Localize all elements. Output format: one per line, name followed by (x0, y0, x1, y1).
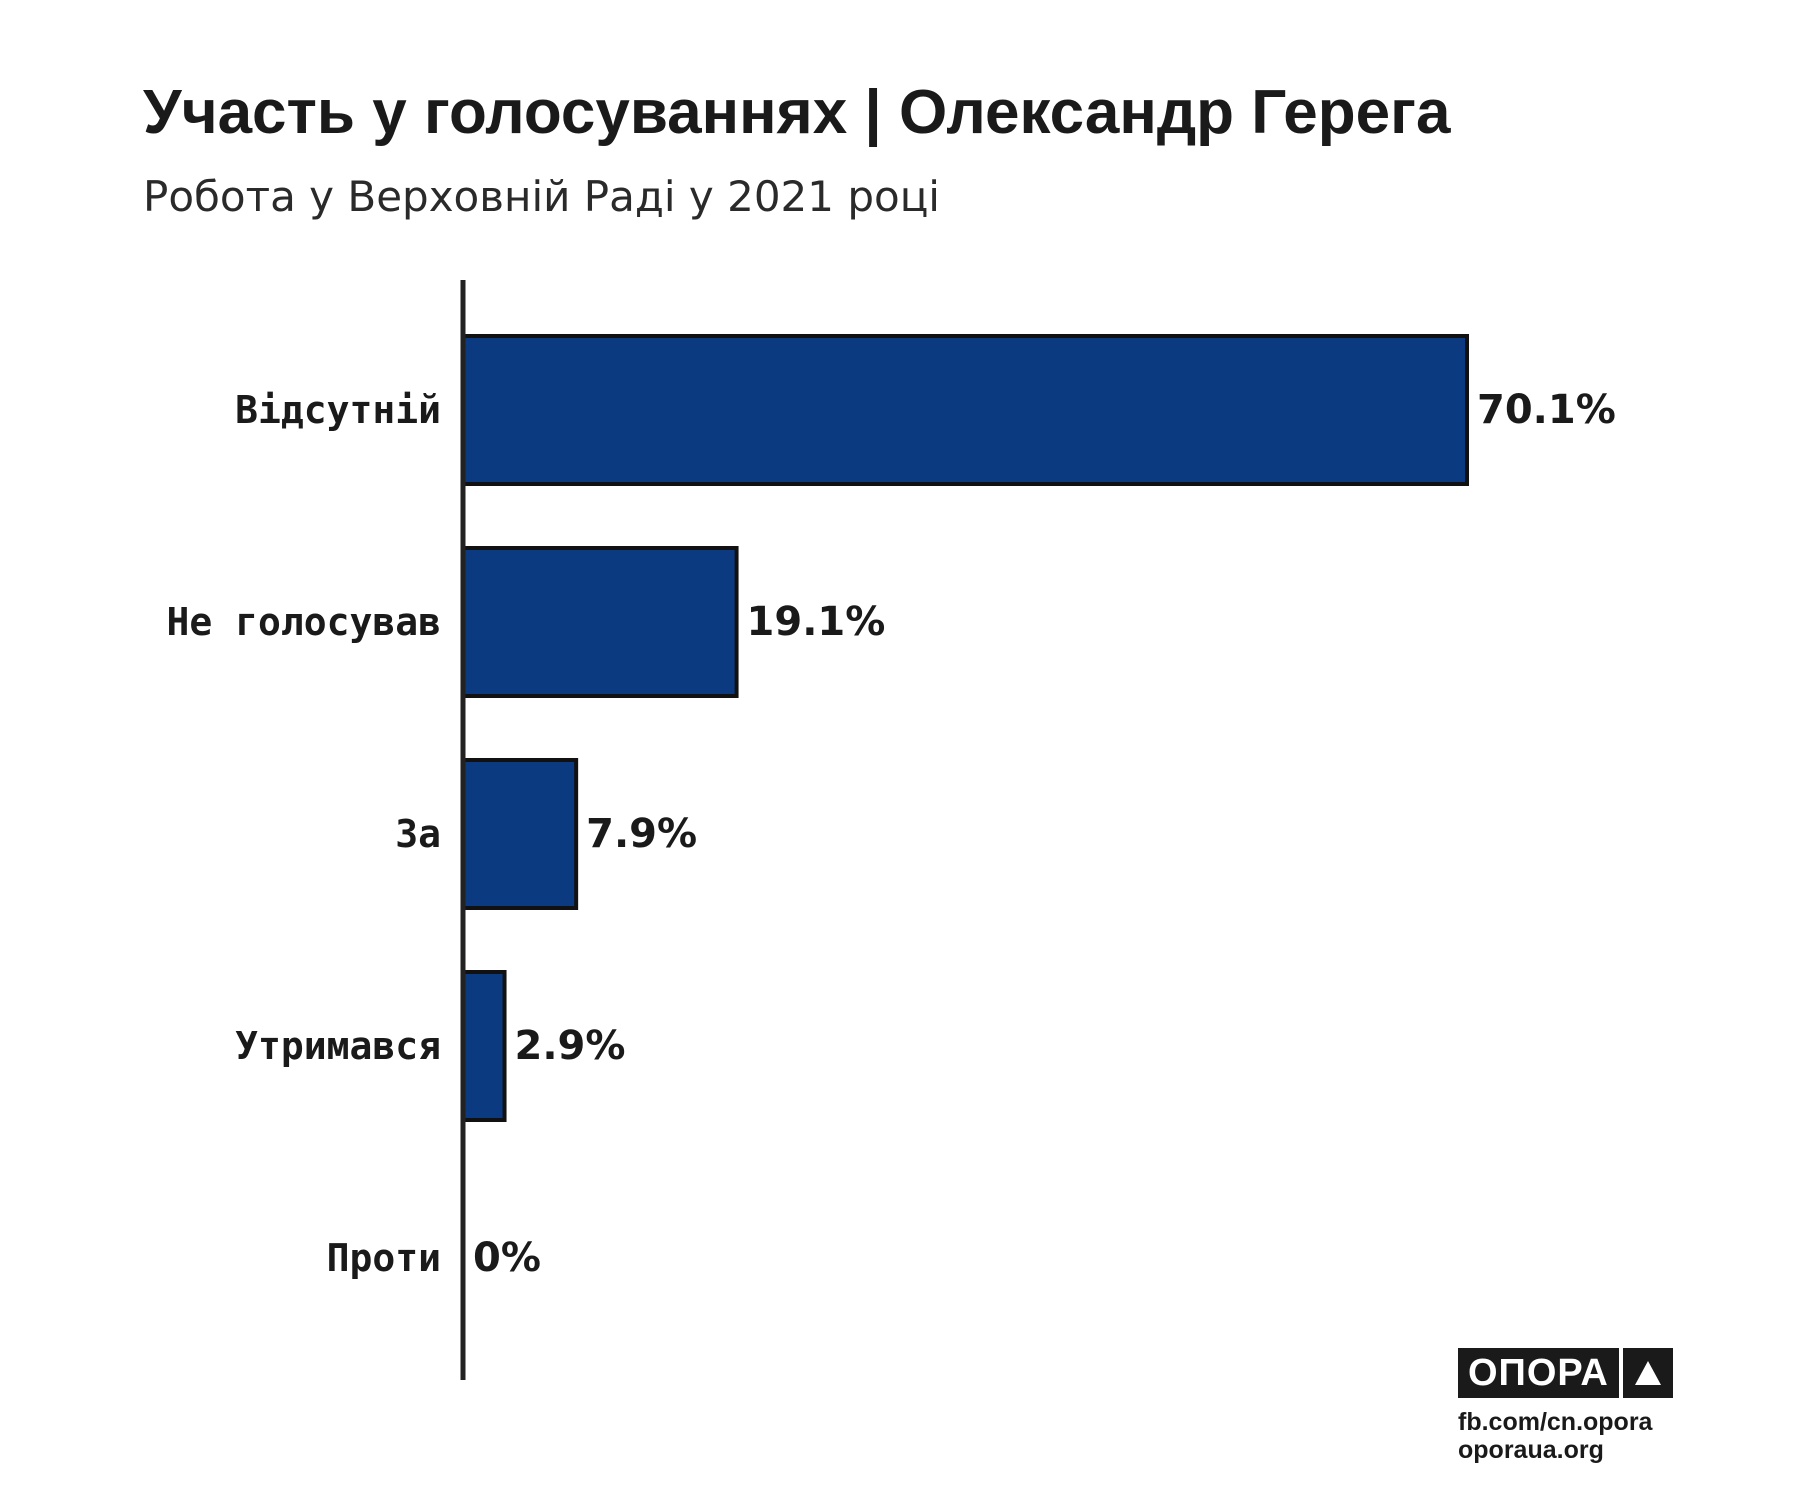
value-label: 0% (473, 1235, 541, 1281)
value-label: 7.9% (586, 811, 697, 857)
category-label: Утримався (235, 1024, 441, 1068)
category-label: Проти (327, 1236, 441, 1280)
logo-text: ОПОРА (1458, 1348, 1619, 1398)
bar-2 (461, 758, 579, 910)
category-label: За (395, 812, 441, 856)
chart-subtitle: Робота у Верховній Раді у 2021 році (143, 172, 940, 221)
chart-bars (461, 334, 1469, 1122)
value-label: 19.1% (747, 599, 886, 645)
bar-3 (461, 970, 507, 1122)
value-labels: 70.1% 19.1% 7.9% 2.9% 0% (473, 387, 1616, 1281)
category-labels: Відсутній Не голосував За Утримався Проти (166, 388, 441, 1280)
opora-logo: ОПОРА (1458, 1348, 1673, 1398)
category-label: Відсутній (235, 388, 441, 432)
value-label: 2.9% (515, 1023, 626, 1069)
chart-title: Участь у голосуваннях | Олександр Герега (143, 78, 1451, 147)
bar-0 (461, 334, 1469, 486)
category-label: Не голосував (166, 600, 441, 644)
facebook-link: fb.com/cn.opora (1458, 1408, 1653, 1436)
website-link: oporaua.org (1458, 1436, 1604, 1464)
bar-1 (461, 546, 739, 698)
triangle-logo-icon (1622, 1348, 1673, 1398)
value-label: 70.1% (1477, 387, 1616, 433)
